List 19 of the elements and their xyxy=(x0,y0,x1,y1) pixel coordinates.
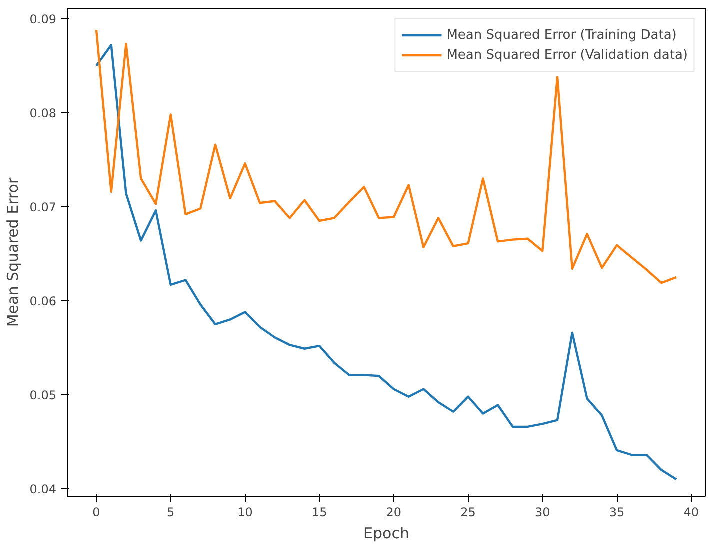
x-tick-label: 15 xyxy=(312,506,328,520)
x-tick-label: 25 xyxy=(460,506,476,520)
y-tick-label: 0.06 xyxy=(30,294,56,308)
y-tick-label: 0.04 xyxy=(30,482,56,496)
x-tick-label: 5 xyxy=(167,506,175,520)
x-tick-label: 0 xyxy=(92,506,100,520)
y-tick-label: 0.08 xyxy=(30,106,56,120)
legend-label: Mean Squared Error (Validation data) xyxy=(446,48,688,62)
y-axis-title: Mean Squared Error xyxy=(4,177,22,328)
y-tick-label: 0.05 xyxy=(30,388,56,402)
y-tick-label: 0.09 xyxy=(30,12,56,26)
x-axis-title: Epoch xyxy=(364,524,410,542)
legend-label: Mean Squared Error (Training Data) xyxy=(446,28,677,42)
x-tick-label: 40 xyxy=(684,506,700,520)
x-tick-label: 20 xyxy=(386,506,402,520)
x-tick-label: 35 xyxy=(609,506,625,520)
x-tick-label: 30 xyxy=(535,506,550,520)
x-tick-label: 10 xyxy=(238,506,253,520)
y-tick-label: 0.07 xyxy=(30,200,56,214)
